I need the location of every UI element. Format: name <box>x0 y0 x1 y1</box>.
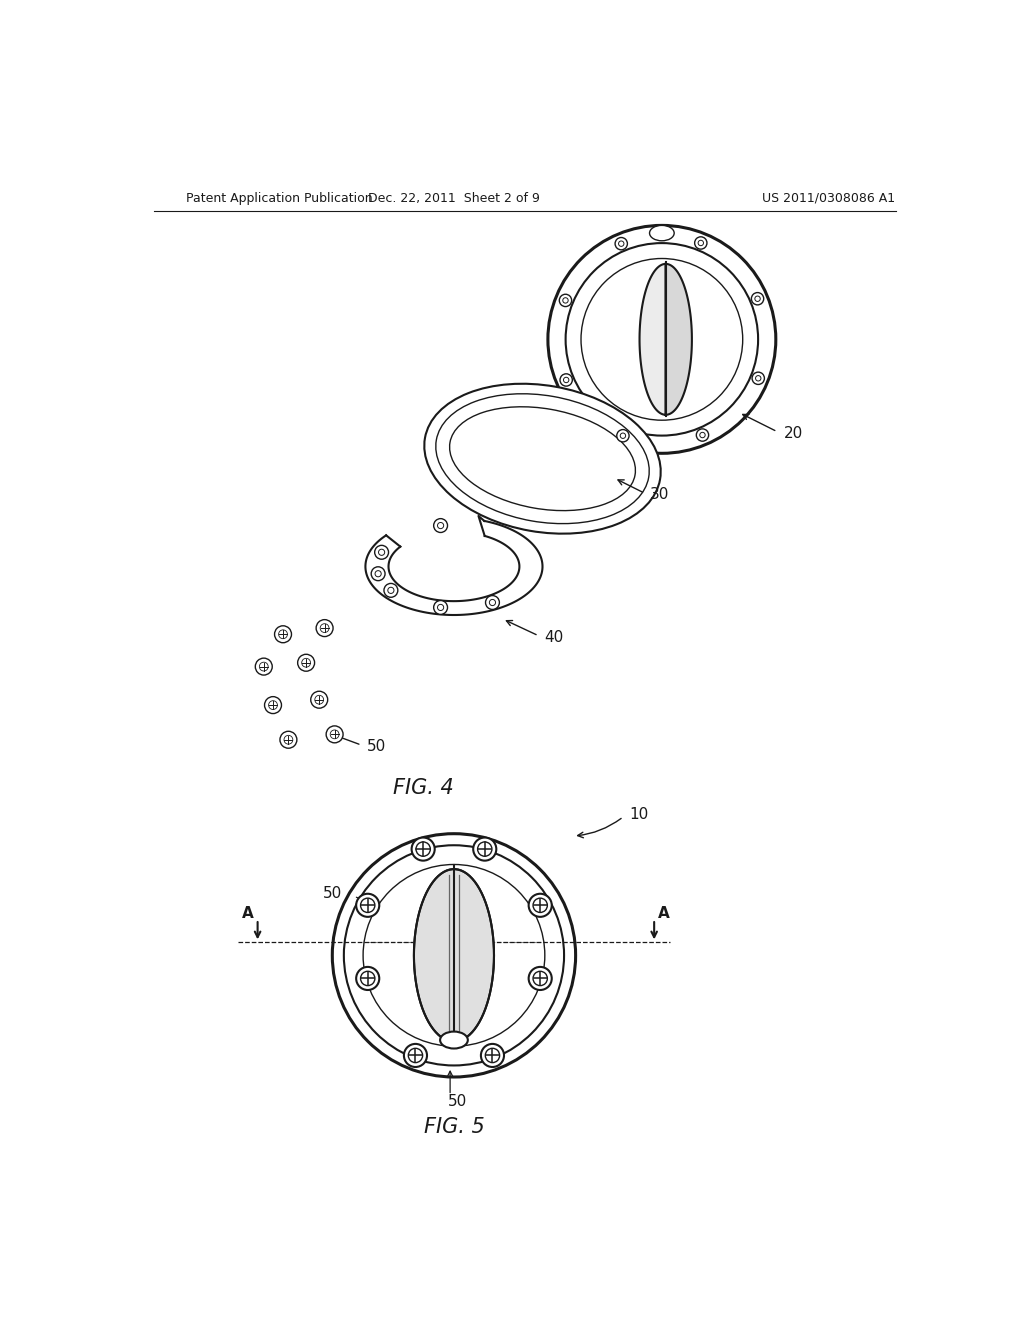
Circle shape <box>268 701 278 710</box>
Ellipse shape <box>440 1032 468 1048</box>
Circle shape <box>481 1044 504 1067</box>
Circle shape <box>409 1048 423 1063</box>
Circle shape <box>384 583 397 597</box>
Circle shape <box>485 595 500 610</box>
Ellipse shape <box>424 384 660 533</box>
Circle shape <box>326 726 343 743</box>
Ellipse shape <box>436 393 649 524</box>
Polygon shape <box>640 264 666 414</box>
Circle shape <box>489 599 496 606</box>
Text: 10: 10 <box>630 807 649 822</box>
Text: 50: 50 <box>449 1094 467 1109</box>
Circle shape <box>279 630 288 639</box>
Circle shape <box>280 731 297 748</box>
Circle shape <box>616 429 629 442</box>
Ellipse shape <box>548 226 776 453</box>
Circle shape <box>360 898 375 912</box>
Text: FIG. 5: FIG. 5 <box>424 1117 484 1137</box>
Circle shape <box>388 587 394 594</box>
Circle shape <box>264 697 282 714</box>
Circle shape <box>255 659 272 675</box>
Text: 30: 30 <box>650 487 670 503</box>
Circle shape <box>559 294 571 306</box>
Circle shape <box>371 566 385 581</box>
Circle shape <box>621 433 626 438</box>
Circle shape <box>477 842 492 857</box>
Circle shape <box>412 838 435 861</box>
Circle shape <box>694 236 707 249</box>
Ellipse shape <box>364 865 545 1047</box>
Circle shape <box>563 378 569 383</box>
Polygon shape <box>666 264 692 414</box>
Circle shape <box>379 549 385 556</box>
Circle shape <box>534 972 548 986</box>
Circle shape <box>752 293 764 305</box>
Circle shape <box>560 374 572 387</box>
Circle shape <box>433 601 447 614</box>
Circle shape <box>485 1048 500 1063</box>
Circle shape <box>618 242 624 247</box>
Circle shape <box>274 626 292 643</box>
Circle shape <box>437 523 443 528</box>
Circle shape <box>321 623 329 632</box>
Circle shape <box>437 605 443 611</box>
Text: A: A <box>658 906 670 920</box>
Circle shape <box>755 296 760 301</box>
Circle shape <box>696 429 709 441</box>
Circle shape <box>615 238 628 249</box>
Ellipse shape <box>581 259 742 420</box>
Text: FIG. 4: FIG. 4 <box>393 779 454 799</box>
Circle shape <box>699 433 706 438</box>
Circle shape <box>310 692 328 708</box>
Circle shape <box>330 730 339 739</box>
Circle shape <box>433 519 447 532</box>
Polygon shape <box>414 869 494 1039</box>
Circle shape <box>316 619 333 636</box>
Circle shape <box>528 966 552 990</box>
Circle shape <box>563 298 568 304</box>
Text: Dec. 22, 2011  Sheet 2 of 9: Dec. 22, 2011 Sheet 2 of 9 <box>368 191 540 205</box>
Circle shape <box>375 570 381 577</box>
Circle shape <box>302 659 310 667</box>
Ellipse shape <box>649 226 674 240</box>
Circle shape <box>360 972 375 986</box>
Circle shape <box>314 696 324 704</box>
Ellipse shape <box>450 407 636 511</box>
Text: 50: 50 <box>367 739 386 754</box>
Circle shape <box>528 894 552 917</box>
Circle shape <box>756 376 761 381</box>
Circle shape <box>259 663 268 671</box>
Ellipse shape <box>333 834 575 1077</box>
Circle shape <box>473 838 497 861</box>
Circle shape <box>752 372 764 384</box>
Text: A: A <box>242 906 254 920</box>
Circle shape <box>298 655 314 671</box>
Circle shape <box>356 894 379 917</box>
Circle shape <box>416 842 430 857</box>
Text: 40: 40 <box>544 630 563 645</box>
Text: 50: 50 <box>323 886 342 902</box>
Ellipse shape <box>344 845 564 1065</box>
Ellipse shape <box>565 243 758 436</box>
Circle shape <box>403 1044 427 1067</box>
Text: 20: 20 <box>783 426 803 441</box>
Polygon shape <box>414 869 494 1039</box>
Circle shape <box>698 240 703 246</box>
Text: US 2011/0308086 A1: US 2011/0308086 A1 <box>762 191 895 205</box>
Circle shape <box>356 966 379 990</box>
Text: Patent Application Publication: Patent Application Publication <box>186 191 373 205</box>
Circle shape <box>534 898 548 912</box>
Circle shape <box>284 735 293 744</box>
Circle shape <box>375 545 388 560</box>
